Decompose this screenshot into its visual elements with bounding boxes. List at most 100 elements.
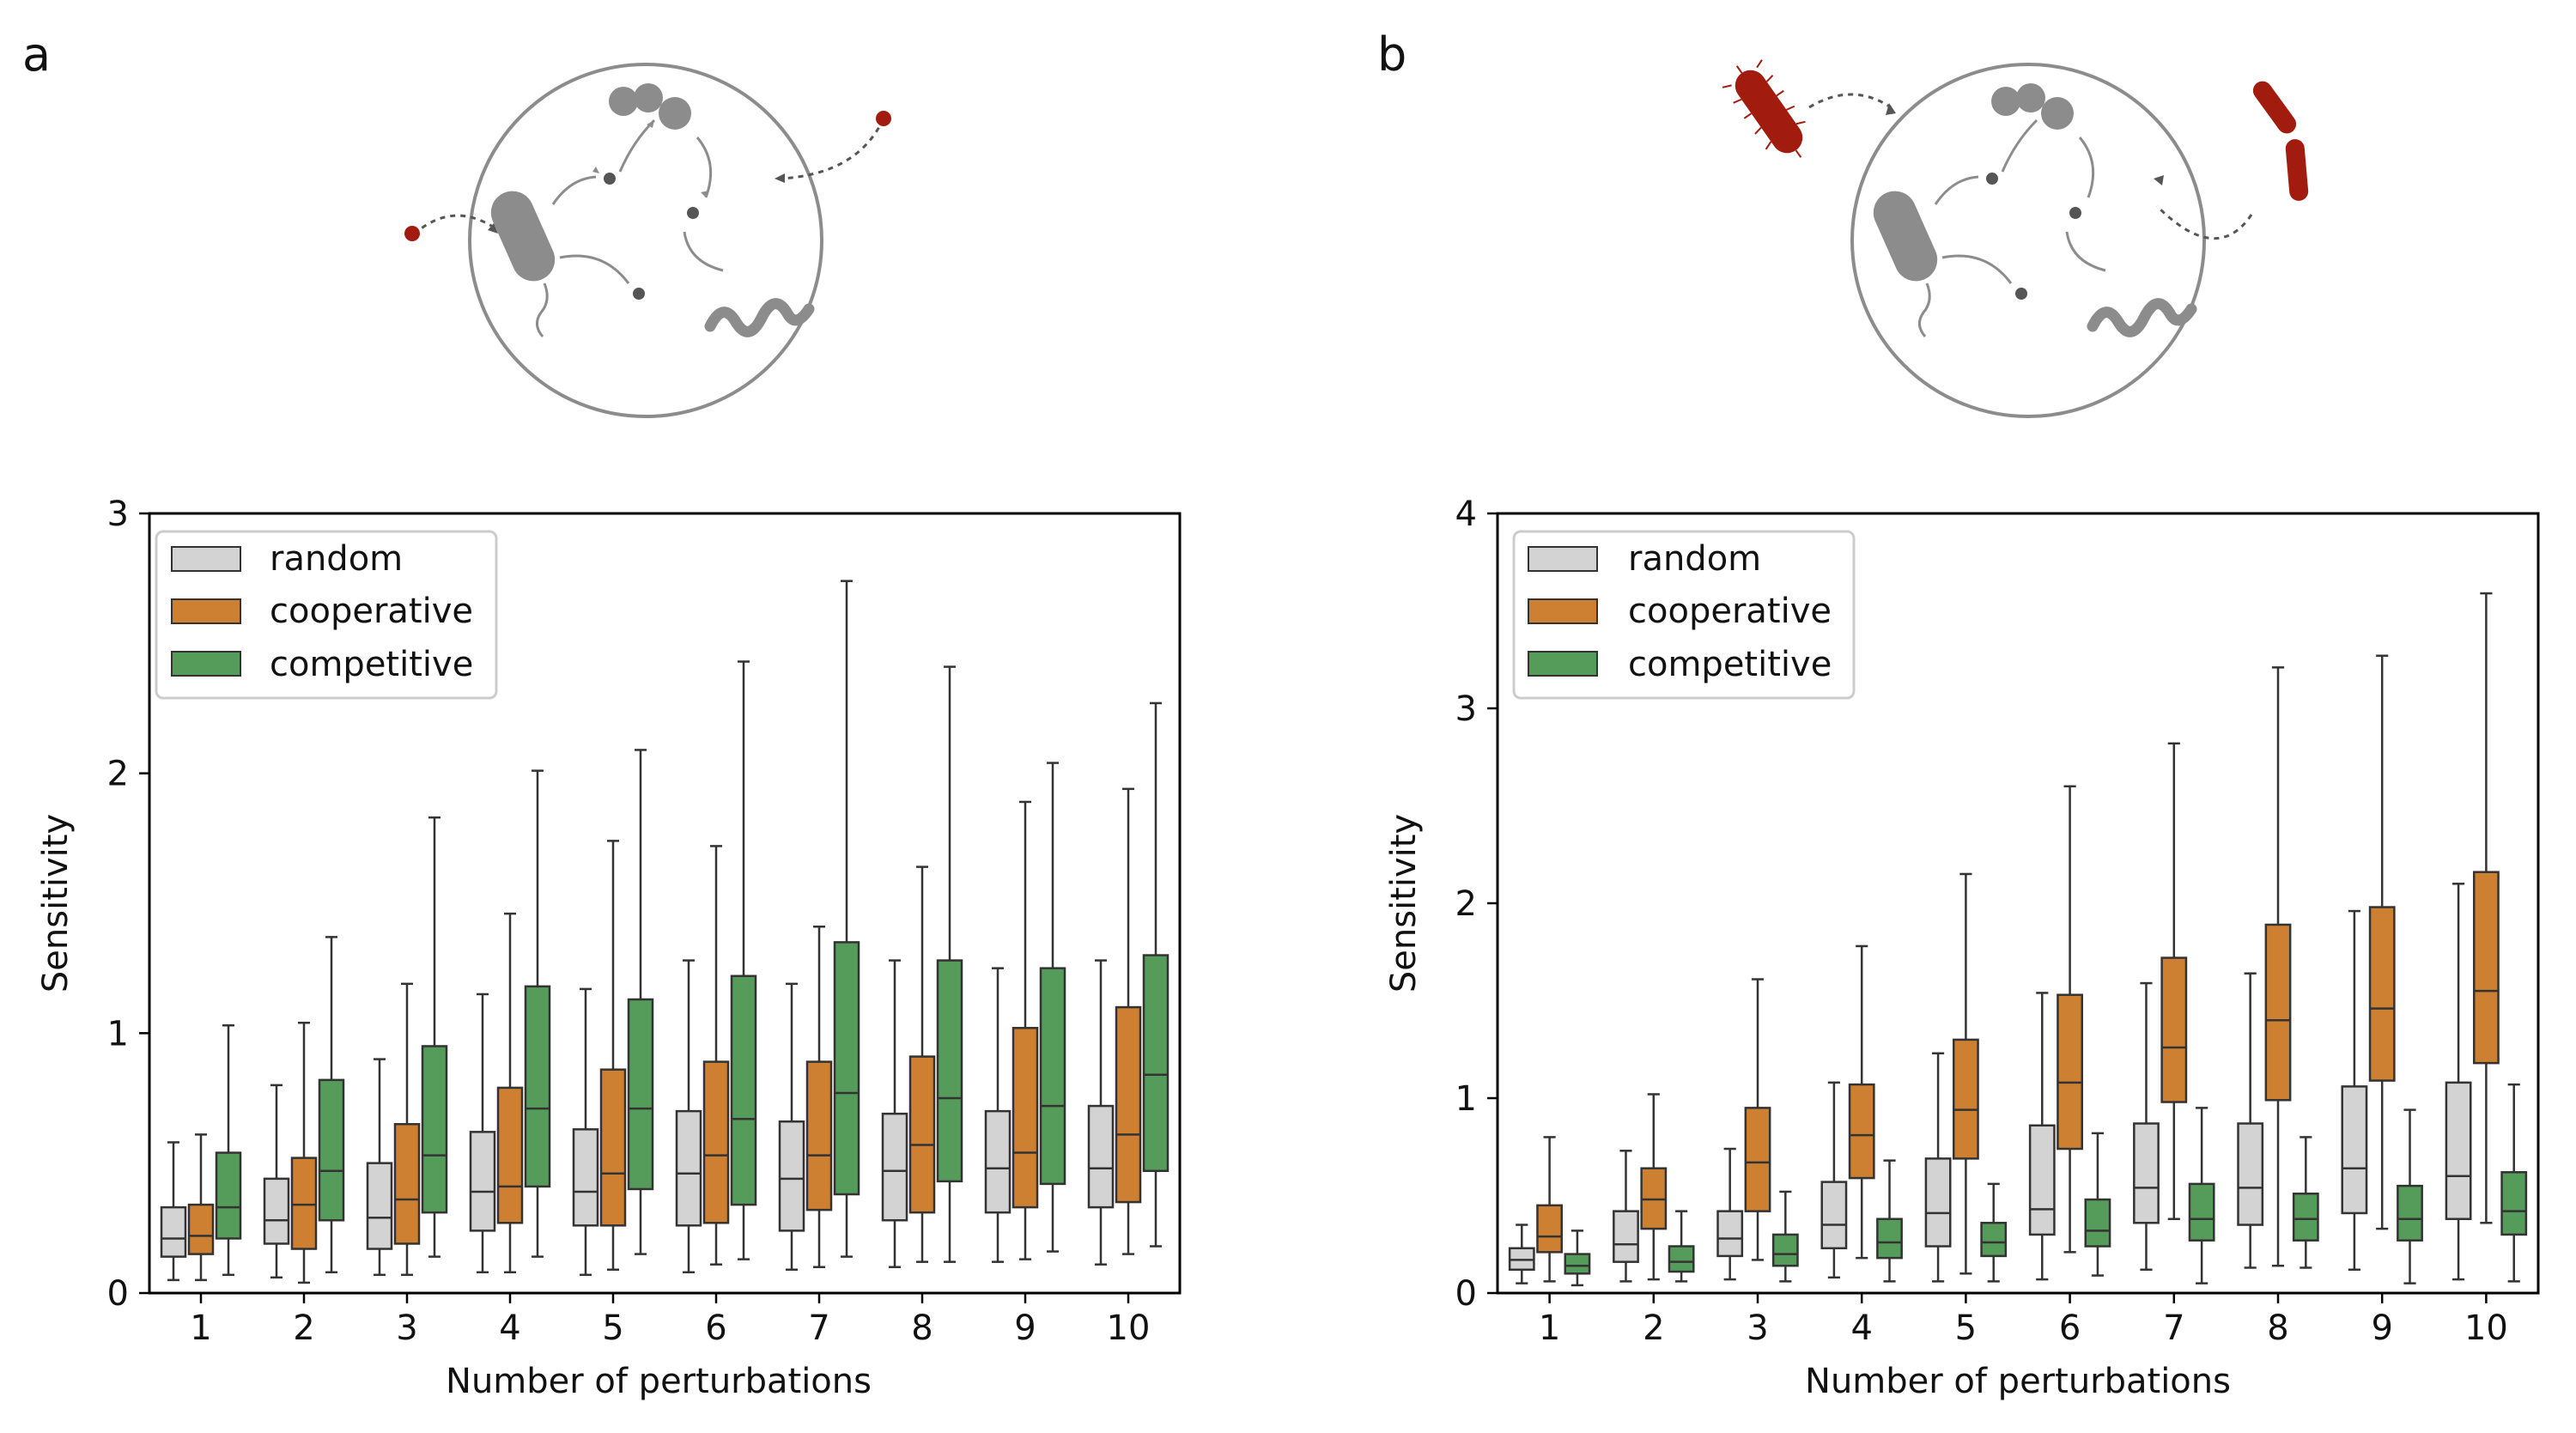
x-tick-label: 2	[293, 1309, 314, 1348]
box-random-3	[366, 1058, 393, 1277]
box-cooperative-5	[1952, 872, 1979, 1275]
box-random-6	[2028, 992, 2056, 1281]
community-illustration-a	[404, 63, 891, 418]
box-cooperative-7	[2160, 742, 2188, 1220]
box-competitive-6	[730, 660, 757, 1260]
box-body	[1771, 1233, 1799, 1267]
x-tick-label: 9	[2371, 1309, 2392, 1348]
metabolite-dot	[1986, 173, 1998, 185]
legend-swatch-competitive	[171, 651, 241, 677]
perturbation-molecule-icon	[404, 226, 420, 241]
box-random-1	[1508, 1224, 1535, 1284]
box-cooperative-4	[496, 912, 524, 1274]
x-tick-label: 10	[1107, 1309, 1151, 1348]
box-competitive-10	[2500, 1083, 2528, 1283]
x-tick-label: 5	[1955, 1309, 1977, 1348]
box-competitive-5	[627, 749, 654, 1255]
legend-swatch-random	[171, 546, 241, 572]
legend-box	[1512, 530, 1856, 700]
box-cooperative-5	[599, 840, 627, 1272]
box-body	[1876, 1217, 1903, 1260]
box-random-1	[160, 1141, 187, 1282]
y-tick-label: 0	[1455, 1274, 1477, 1314]
x-tick-label: 8	[911, 1309, 933, 1348]
legend-label-cooperative: cooperative	[270, 592, 473, 631]
x-tick-label: 10	[2464, 1309, 2508, 1348]
box-cooperative-8	[2264, 666, 2292, 1267]
x-tick-label: 1	[1539, 1309, 1560, 1348]
legend-b: random cooperative competitive	[1512, 530, 1856, 700]
box-body	[187, 1203, 215, 1255]
box-competitive-8	[2292, 1136, 2319, 1269]
box-body	[833, 941, 860, 1196]
box-body	[1087, 1104, 1115, 1209]
box-body	[1744, 1107, 1771, 1212]
box-body	[2028, 1124, 2056, 1236]
metabolite-cluster-icon	[1991, 87, 2020, 116]
x-tick-label: 8	[2267, 1309, 2288, 1348]
box-random-2	[1613, 1150, 1639, 1283]
box-competitive-1	[1564, 1230, 1591, 1287]
box-body	[2057, 993, 2084, 1151]
box-cooperative-7	[805, 925, 833, 1268]
box-competitive-4	[1876, 1159, 1903, 1283]
y-axis-label-b: Sensitivity	[1384, 814, 1424, 993]
legend-label-random: random	[270, 539, 403, 579]
x-axis-label-a: Number of perturbations	[446, 1362, 872, 1401]
y-tick-label: 2	[1455, 884, 1477, 924]
box-body	[2500, 1171, 2528, 1236]
legend-swatch-random	[1528, 546, 1598, 572]
box-body	[2188, 1182, 2215, 1242]
box-competitive-7	[2188, 1107, 2215, 1284]
box-body	[1039, 967, 1066, 1186]
box-body	[2133, 1122, 2160, 1224]
box-competitive-4	[524, 769, 551, 1258]
box-random-9	[2341, 909, 2368, 1272]
box-competitive-2	[1668, 1210, 1695, 1283]
box-body	[2160, 956, 2188, 1103]
community-circle	[1850, 63, 2206, 418]
legend-swatch-competitive	[1528, 651, 1598, 677]
box-cooperative-2	[1640, 1093, 1668, 1281]
box-body	[2472, 871, 2500, 1065]
y-tick-label: 1	[1455, 1079, 1477, 1119]
legend-label-competitive: competitive	[270, 645, 473, 684]
x-tick-label: 1	[190, 1309, 211, 1348]
box-random-5	[1924, 1052, 1952, 1283]
box-body	[215, 1151, 242, 1240]
x-tick-label: 3	[396, 1309, 417, 1348]
box-random-8	[2237, 972, 2264, 1269]
plot-area-b: 1 2 3 4 5 6 7 8 9 10 0 1 2 3 4	[1455, 495, 2528, 1348]
perturbation-molecule-icon	[876, 111, 891, 126]
box-body	[421, 1045, 448, 1214]
box-cooperative-3	[393, 982, 421, 1277]
box-random-8	[881, 959, 908, 1268]
x-axis-label-b: Number of perturbations	[1805, 1362, 2231, 1401]
box-competitive-2	[318, 936, 345, 1274]
box-cooperative-10	[1115, 787, 1142, 1255]
box-random-4	[469, 993, 496, 1274]
box-competitive-6	[2084, 1132, 2111, 1277]
box-random-10	[1087, 959, 1115, 1266]
box-cooperative-3	[1744, 978, 1771, 1261]
box-body	[1848, 1083, 1875, 1180]
box-competitive-8	[936, 665, 963, 1263]
box-body	[496, 1086, 524, 1224]
box-body	[572, 1128, 599, 1227]
box-body	[702, 1060, 730, 1224]
box-body	[2341, 1085, 2368, 1215]
box-body	[1142, 954, 1170, 1172]
axes-frame-b	[1496, 512, 2540, 1295]
y-tick-label: 2	[107, 755, 129, 794]
box-body	[1115, 1005, 1142, 1204]
box-competitive-3	[1771, 1190, 1799, 1283]
box-cooperative-6	[2057, 785, 2084, 1254]
axes-frame-a	[148, 512, 1182, 1295]
box-body	[881, 1112, 908, 1222]
box-random-3	[1716, 1147, 1744, 1281]
box-cooperative-9	[1012, 800, 1039, 1260]
box-body	[936, 959, 963, 1183]
y-axis-label-a: Sensitivity	[36, 814, 76, 993]
box-random-10	[2445, 883, 2472, 1281]
x-tick-label: 9	[1014, 1309, 1036, 1348]
